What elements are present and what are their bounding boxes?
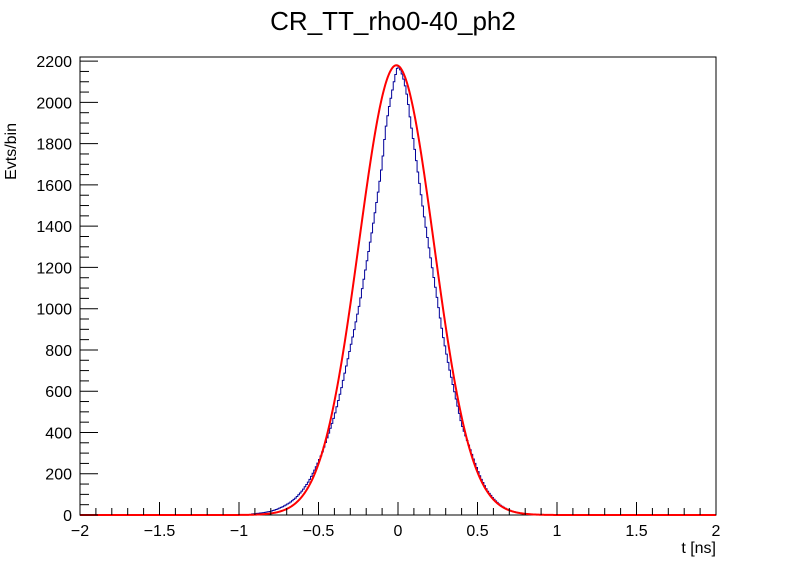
x-tick-label: −1 <box>230 523 248 540</box>
x-tick-label: −2 <box>71 523 89 540</box>
y-tick-label: 0 <box>63 508 72 525</box>
x-tick-label: 0.5 <box>466 523 488 540</box>
histogram-outline <box>80 66 716 516</box>
chart-title: CR_TT_rho0-40_ph2 <box>270 6 516 36</box>
y-tick-label: 200 <box>45 467 72 484</box>
x-tick-label: 2 <box>712 523 721 540</box>
y-tick-label: 2000 <box>36 95 72 112</box>
x-tick-label: −0.5 <box>303 523 335 540</box>
x-axis-label: t [ns] <box>681 540 716 557</box>
y-tick-label: 1600 <box>36 178 72 195</box>
histogram-series <box>80 66 716 516</box>
x-tick-label: 1 <box>553 523 562 540</box>
fit-curve <box>80 64 716 516</box>
y-tick-label: 2200 <box>36 54 72 71</box>
axis-ticks: −2 −1.5 −1 −0.5 0 0.5 1 1.5 2 0 200 400 600 800 1000 12… <box>36 54 720 540</box>
y-axis-label: Evts/bin <box>3 123 20 180</box>
x-tick-label: −1.5 <box>144 523 176 540</box>
y-tick-label: 600 <box>45 384 72 401</box>
y-tick-label: 400 <box>45 425 72 442</box>
x-tick-label: 1.5 <box>625 523 647 540</box>
gaussian-fit-line <box>80 64 716 516</box>
y-tick-label: 1800 <box>36 137 72 154</box>
x-tick-label: 0 <box>394 523 403 540</box>
y-tick-label: 1200 <box>36 260 72 277</box>
y-tick-label: 800 <box>45 343 72 360</box>
y-tick-label: 1000 <box>36 302 72 319</box>
y-tick-label: 1400 <box>36 219 72 236</box>
plot-frame <box>79 56 717 516</box>
